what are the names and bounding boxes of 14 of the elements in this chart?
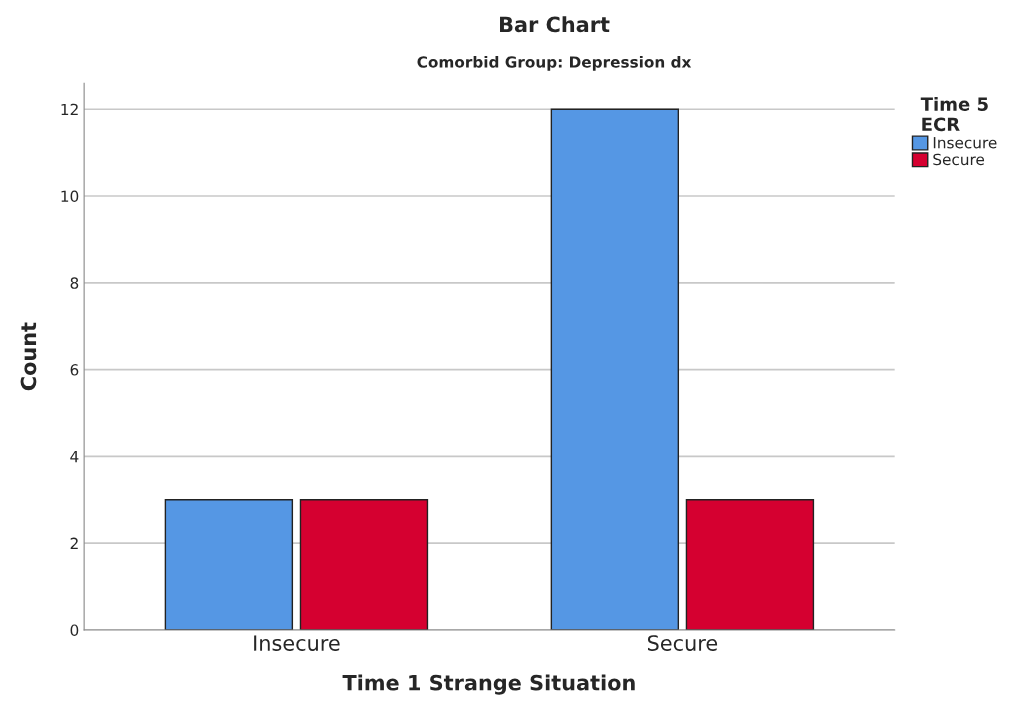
legend-title: Time 5 ECR: [920, 96, 988, 132]
y-tick-label: 8: [70, 277, 79, 289]
y-tick-label: 12: [61, 103, 78, 116]
chart-subtitle: Comorbid Group: Depression dx: [417, 55, 692, 71]
legend-label: Insecure: [933, 137, 997, 149]
y-tick-label: 4: [70, 451, 79, 463]
y-axis-title: Count: [20, 322, 37, 391]
y-tick-label: 10: [61, 190, 79, 203]
y-tick-label: 2: [70, 537, 78, 549]
x-axis-title: Time 1 Strange Situation: [342, 674, 635, 695]
y-tick-label: 0: [70, 624, 79, 636]
chart-title: Bar Chart: [500, 16, 610, 33]
y-tick-label: 6: [70, 364, 79, 376]
legend-label: Secure: [933, 153, 985, 166]
